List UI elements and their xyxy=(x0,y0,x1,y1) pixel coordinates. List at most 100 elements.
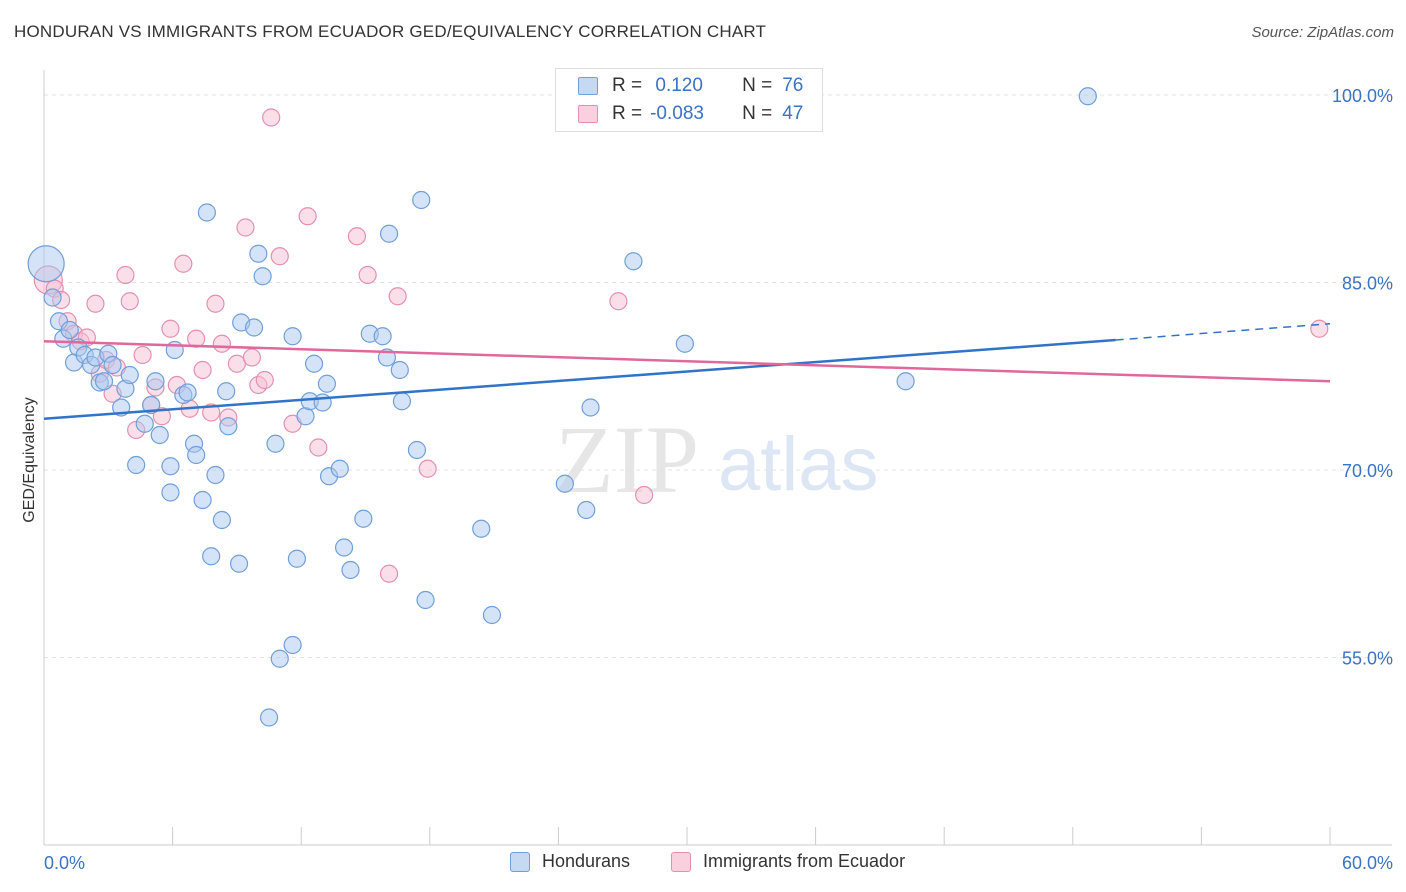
stats-legend: R = 0.120 N = 76 R = -0.083 N = 47 xyxy=(555,68,823,132)
y-tick-label: 85.0% xyxy=(1342,274,1393,294)
ecuador-point xyxy=(255,370,274,390)
ecuador-point xyxy=(161,319,180,338)
honduran-point xyxy=(202,547,221,566)
legend-swatch-pink xyxy=(671,851,691,872)
source-note: Source: ZipAtlas.com xyxy=(1251,24,1394,41)
honduran-point xyxy=(244,318,264,337)
honduran-point xyxy=(142,395,161,415)
legend-n-value: 76 xyxy=(782,75,804,96)
ecuador-point xyxy=(86,294,105,313)
honduran-point xyxy=(212,510,231,530)
ecuador-point xyxy=(388,287,407,306)
ecuador-point xyxy=(262,108,281,127)
honduran-point xyxy=(341,560,360,580)
ecuador-point xyxy=(206,294,225,313)
ecuador-point xyxy=(187,329,206,348)
ecuador-point xyxy=(193,360,212,380)
honduran-point xyxy=(390,360,409,380)
honduran-point xyxy=(135,414,154,433)
honduran-point xyxy=(127,455,146,475)
series-hondurans-points xyxy=(27,87,1097,727)
y-tick-label: 100.0% xyxy=(1332,86,1393,106)
honduran-point xyxy=(896,372,915,391)
legend-n-label: N = xyxy=(742,103,773,124)
honduran-point xyxy=(266,434,285,453)
ecuador-point xyxy=(174,254,193,273)
honduran-point xyxy=(259,708,279,727)
legend-swatch-pink xyxy=(578,105,598,123)
legend-row-ecuador: R = -0.083 N = 47 xyxy=(578,101,803,127)
ecuador-point xyxy=(358,265,377,285)
ecuador-point xyxy=(152,407,171,426)
trend-lines xyxy=(43,323,1331,420)
y-tick-labels: 55.0% 70.0% 85.0% 100.0% xyxy=(1332,86,1393,669)
ecuador-point xyxy=(116,265,135,285)
legend-r-value: 0.120 xyxy=(650,75,703,96)
axes xyxy=(43,70,1392,846)
honduran-point xyxy=(146,372,165,391)
honduran-point xyxy=(193,490,212,510)
honduran-point xyxy=(229,554,249,573)
honduran-point xyxy=(392,392,412,411)
honduran-point xyxy=(178,383,197,402)
honduran-point xyxy=(317,374,337,393)
y-tick-label: 70.0% xyxy=(1342,461,1393,481)
honduran-point xyxy=(161,483,180,502)
ecuador-point xyxy=(379,564,399,583)
honduran-point xyxy=(103,355,122,375)
honduran-point xyxy=(373,327,392,346)
ecuador-point xyxy=(242,348,262,367)
honduran-point xyxy=(296,407,315,426)
watermark: ZIP atlas xyxy=(555,406,879,513)
x-tick-label: 0.0% xyxy=(44,853,85,873)
y-tick-label: 55.0% xyxy=(1342,649,1393,669)
legend-r-value: -0.083 xyxy=(650,103,704,124)
honduran-point xyxy=(334,538,354,557)
honduran-point xyxy=(379,224,399,243)
honduran-point xyxy=(354,509,373,528)
ecuador-point xyxy=(120,292,139,311)
ecuador-point xyxy=(635,485,654,505)
honduran-point xyxy=(304,354,324,373)
honduran-point xyxy=(94,372,114,391)
legend-swatch-blue xyxy=(578,77,598,95)
honduran-point xyxy=(283,327,302,346)
honduran-point xyxy=(253,267,272,286)
honduran-point xyxy=(330,459,349,478)
honduran-point xyxy=(217,382,236,401)
ecuador-point xyxy=(298,207,317,226)
trend-line-hondurans xyxy=(43,338,1116,420)
honduran-point xyxy=(675,334,694,353)
watermark-atlas: atlas xyxy=(718,422,879,507)
honduran-point xyxy=(412,190,431,210)
legend-swatch-blue xyxy=(510,851,530,872)
honduran-point xyxy=(161,457,180,476)
honduran-point xyxy=(407,440,427,460)
legend-label-ecuador: Immigrants from Ecuador xyxy=(703,851,906,871)
honduran-point xyxy=(1078,87,1097,106)
ecuador-point xyxy=(236,218,255,237)
watermark-zip: ZIP xyxy=(555,406,699,513)
series-legend: Hondurans Immigrants from Ecuador xyxy=(0,851,1406,877)
honduran-point xyxy=(60,320,79,340)
honduran-point xyxy=(219,417,238,436)
honduran-point xyxy=(197,203,216,222)
ecuador-point xyxy=(609,292,628,311)
honduran-point xyxy=(270,649,289,668)
legend-label-hondurans: Hondurans xyxy=(542,851,631,871)
honduran-point xyxy=(283,635,302,655)
ecuador-point xyxy=(309,438,328,457)
trend-line-hondurans-extension xyxy=(1115,323,1331,341)
x-tick-labels: 0.0% 60.0% xyxy=(44,853,1393,873)
honduran-point xyxy=(581,398,600,417)
honduran-point xyxy=(150,425,169,445)
honduran-point xyxy=(472,519,491,538)
ecuador-point xyxy=(1310,319,1329,338)
honduran-point xyxy=(249,244,268,263)
ecuador-point xyxy=(418,459,437,478)
legend-item-hondurans: Hondurans xyxy=(510,851,630,872)
legend-r-label: R = xyxy=(612,75,643,96)
honduran-point xyxy=(43,288,62,307)
honduran-point xyxy=(206,465,225,485)
